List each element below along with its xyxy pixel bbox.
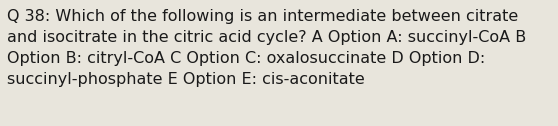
Text: Q 38: Which of the following is an intermediate between citrate
and isocitrate i: Q 38: Which of the following is an inter…	[7, 9, 526, 87]
